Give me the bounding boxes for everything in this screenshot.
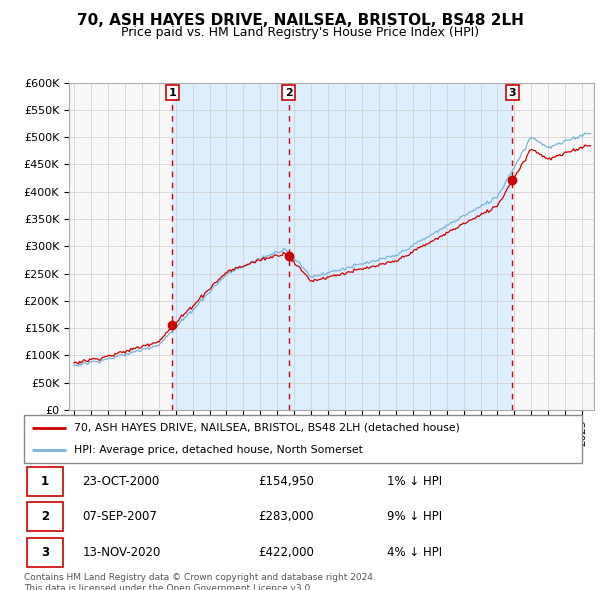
Text: 1: 1 [41, 475, 49, 488]
Text: 3: 3 [41, 546, 49, 559]
FancyBboxPatch shape [24, 415, 582, 463]
Text: Contains HM Land Registry data © Crown copyright and database right 2024.
This d: Contains HM Land Registry data © Crown c… [24, 573, 376, 590]
Text: 1% ↓ HPI: 1% ↓ HPI [387, 475, 442, 488]
Text: 2: 2 [41, 510, 49, 523]
Text: 4% ↓ HPI: 4% ↓ HPI [387, 546, 442, 559]
Text: £154,950: £154,950 [259, 475, 314, 488]
Text: HPI: Average price, detached house, North Somerset: HPI: Average price, detached house, Nort… [74, 445, 363, 455]
Text: 9% ↓ HPI: 9% ↓ HPI [387, 510, 442, 523]
Text: 07-SEP-2007: 07-SEP-2007 [83, 510, 157, 523]
Text: £422,000: £422,000 [259, 546, 314, 559]
Text: 2: 2 [285, 87, 293, 97]
Text: 70, ASH HAYES DRIVE, NAILSEA, BRISTOL, BS48 2LH (detached house): 70, ASH HAYES DRIVE, NAILSEA, BRISTOL, B… [74, 423, 460, 433]
Bar [289, 83, 512, 410]
FancyBboxPatch shape [27, 503, 63, 531]
FancyBboxPatch shape [27, 467, 63, 496]
Text: 23-OCT-2000: 23-OCT-2000 [83, 475, 160, 488]
Text: Price paid vs. HM Land Registry's House Price Index (HPI): Price paid vs. HM Land Registry's House … [121, 26, 479, 39]
Text: 70, ASH HAYES DRIVE, NAILSEA, BRISTOL, BS48 2LH: 70, ASH HAYES DRIVE, NAILSEA, BRISTOL, B… [77, 13, 523, 28]
Text: £283,000: £283,000 [259, 510, 314, 523]
Text: 3: 3 [508, 87, 516, 97]
FancyBboxPatch shape [27, 538, 63, 566]
Text: 13-NOV-2020: 13-NOV-2020 [83, 546, 161, 559]
Text: 1: 1 [169, 87, 176, 97]
Bar [172, 83, 289, 410]
